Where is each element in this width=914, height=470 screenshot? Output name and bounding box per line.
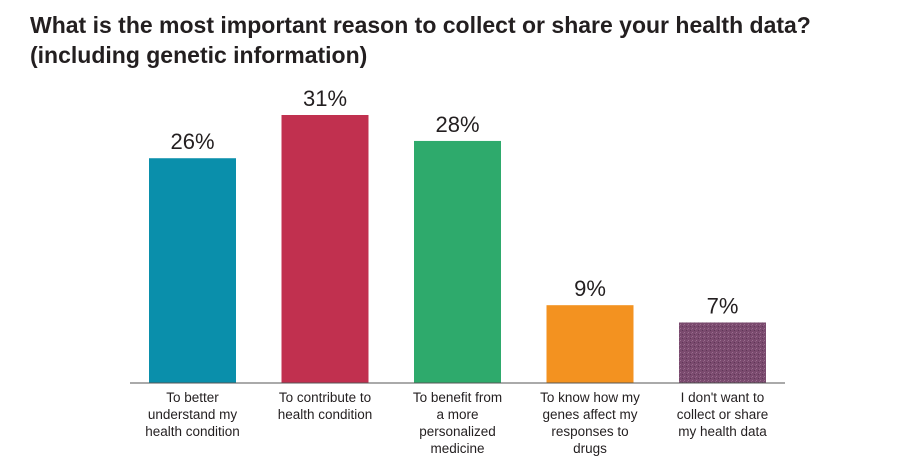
bar-5 xyxy=(679,322,766,383)
category-label-1: To better understand my health condition xyxy=(145,390,240,439)
value-label-4: 9% xyxy=(574,276,606,301)
category-label-3: To benefit from a more personalized medicin… xyxy=(413,390,502,456)
labels-group: 26% To better understand my health conditio… xyxy=(145,86,768,456)
value-label-3: 28% xyxy=(435,112,479,137)
chart-title: What is the most important reason to col… xyxy=(30,10,890,70)
bars-group xyxy=(149,115,766,383)
chart-title-line-2: (including genetic information) xyxy=(30,42,368,68)
value-label-5: 7% xyxy=(707,293,739,318)
category-label-5: I don't want to collect or share my health… xyxy=(677,390,769,439)
value-label-2: 31% xyxy=(303,86,347,111)
category-label-4: To know how my genes affect my responses t… xyxy=(540,390,640,456)
bar-1 xyxy=(149,158,236,383)
bar-3 xyxy=(414,140,501,383)
bar-2 xyxy=(281,115,369,383)
chart-title-line-1: What is the most important reason to col… xyxy=(30,12,811,38)
category-label-2: To contribute to health condition xyxy=(278,390,373,422)
bar-4 xyxy=(546,305,634,383)
value-label-1: 26% xyxy=(170,129,214,154)
